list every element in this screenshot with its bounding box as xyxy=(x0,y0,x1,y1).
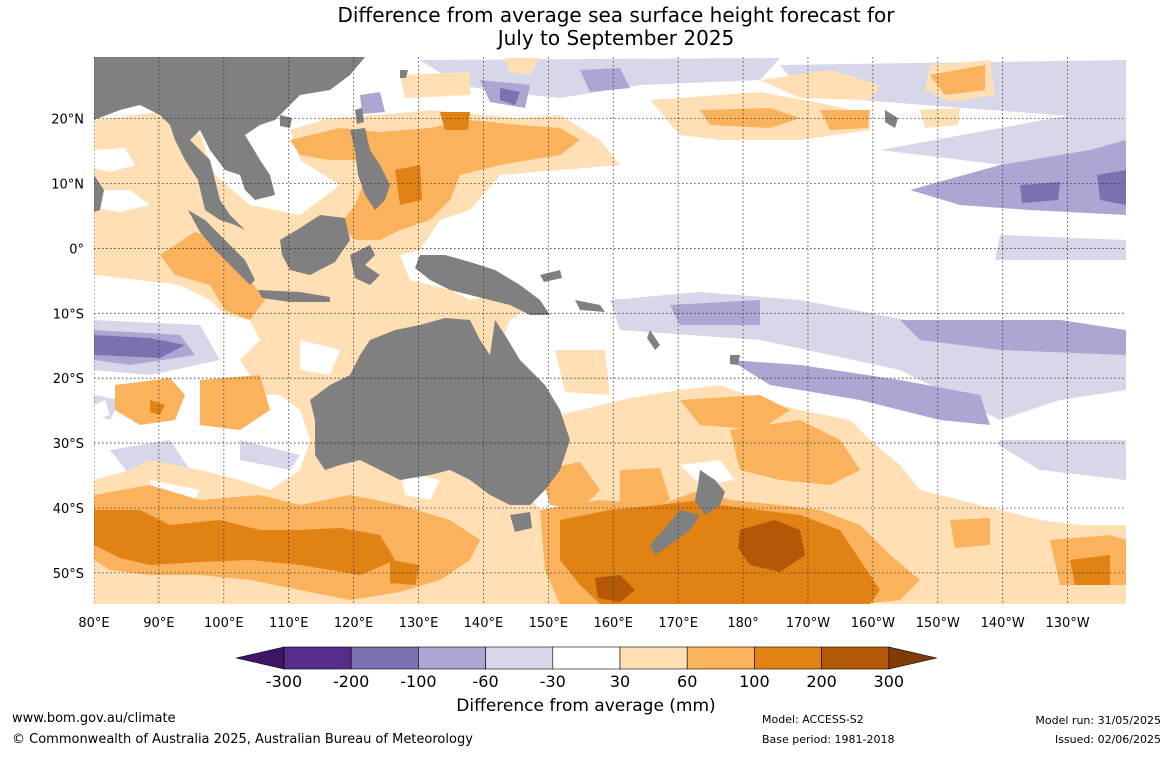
longitude-label: 120°E xyxy=(334,616,374,631)
title-line-1: Difference from average sea surface heig… xyxy=(337,3,895,27)
anomaly-dark-orange xyxy=(94,112,1110,604)
colorbar-segment xyxy=(821,646,890,670)
colorbar-tick-label: 200 xyxy=(806,672,837,691)
colorbar-tick-label: 100 xyxy=(739,672,770,691)
latitude-label: 0° xyxy=(69,242,84,257)
colorbar: -300 -200 -100 -60 -30 30 60 100 200 300 xyxy=(235,646,937,691)
longitude-labels: 80°E 90°E 100°E 110°E 120°E 130°E 140°E 150°E 16… xyxy=(78,616,1089,631)
colorbar-tick-label: -100 xyxy=(400,672,436,691)
longitude-label: 170°W xyxy=(786,616,830,631)
java xyxy=(258,290,330,302)
footer-copyright: © Commonwealth of Australia 2025, Austra… xyxy=(12,732,473,747)
title-line-2: July to September 2025 xyxy=(497,26,735,50)
latitude-labels: 20°N 10°N 0° 10°S 20°S 30°S 40°S 50°S xyxy=(51,113,84,582)
longitude-label: 100°E xyxy=(204,616,244,631)
latitude-label: 50°S xyxy=(53,567,84,582)
latitude-label: 40°S xyxy=(53,502,84,517)
colorbar-title: Difference from average (mm) xyxy=(456,696,716,716)
map-area xyxy=(94,57,1126,604)
colorbar-tick-label: 60 xyxy=(677,672,697,691)
footer-base-period: Base period: 1981-2018 xyxy=(762,733,895,746)
colorbar-extend-low xyxy=(235,646,285,670)
colorbar-tick-label: 30 xyxy=(610,672,630,691)
longitude-label: 130°W xyxy=(1045,616,1089,631)
anomaly-brown xyxy=(595,520,805,602)
longitude-label: 160°W xyxy=(851,616,895,631)
colorbar-segment xyxy=(686,646,755,670)
footer-model-run: Model run: 31/05/2025 xyxy=(1035,714,1161,727)
footer-issued: Issued: 02/06/2025 xyxy=(1054,733,1161,746)
colorbar-tick-label: -300 xyxy=(266,672,302,691)
colorbar-tick-label: -60 xyxy=(473,672,499,691)
australia xyxy=(310,318,570,505)
colorbar-segment xyxy=(418,646,486,670)
latitude-label: 30°S xyxy=(53,437,84,452)
colorbar-segment xyxy=(485,646,554,670)
colorbar-segment xyxy=(619,646,688,670)
longitude-label: 150°E xyxy=(529,616,569,631)
map-title: Difference from average sea surface heig… xyxy=(0,4,1173,50)
longitude-label: 150°W xyxy=(916,616,960,631)
longitude-label: 170°E xyxy=(658,616,698,631)
longitude-label: 160°E xyxy=(593,616,633,631)
latitude-label: 10°N xyxy=(51,178,84,193)
sulawesi xyxy=(350,245,380,285)
longitude-label: 180° xyxy=(727,616,758,631)
longitude-label: 140°W xyxy=(981,616,1025,631)
latitude-label: 20°N xyxy=(51,113,84,128)
colorbar-tick-label: -200 xyxy=(333,672,369,691)
latitude-label: 10°S xyxy=(53,307,84,322)
anomaly-dark-purple xyxy=(94,88,1126,358)
new-guinea xyxy=(415,255,550,315)
longitude-label: 90°E xyxy=(143,616,174,631)
philippines xyxy=(350,128,390,210)
longitude-label: 110°E xyxy=(269,616,309,631)
colorbar-segment xyxy=(283,646,352,670)
colorbar-segment xyxy=(350,646,419,670)
colorbar-tick-label: 300 xyxy=(874,672,905,691)
footer-model: Model: ACCESS-S2 xyxy=(762,713,864,726)
land xyxy=(94,57,898,555)
colorbar-segment xyxy=(754,646,822,670)
new-zealand-south xyxy=(650,510,700,555)
colorbar-segment xyxy=(552,646,621,670)
asia-mainland xyxy=(94,57,365,230)
new-zealand-north xyxy=(695,470,725,515)
longitude-label: 140°E xyxy=(464,616,504,631)
footer-url: www.bom.gov.au/climate xyxy=(12,711,176,726)
borneo xyxy=(280,215,350,275)
longitude-label: 130°E xyxy=(399,616,439,631)
sumatra xyxy=(188,210,255,285)
latitude-label: 20°S xyxy=(53,372,84,387)
colorbar-extend-high xyxy=(888,646,937,670)
colorbar-tick-label: -30 xyxy=(540,672,566,691)
tasmania xyxy=(510,512,532,532)
graticule xyxy=(94,57,1126,604)
longitude-label: 80°E xyxy=(78,616,109,631)
